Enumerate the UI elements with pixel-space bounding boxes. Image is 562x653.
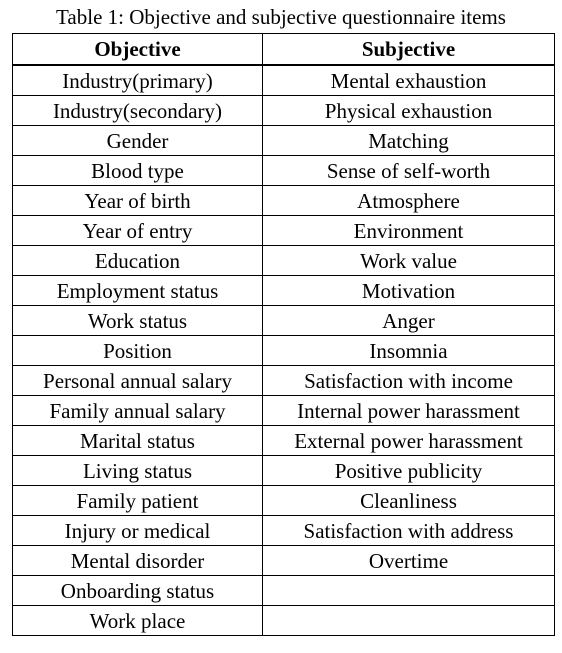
objective-cell: Mental disorder bbox=[12, 545, 263, 576]
table-row: Year of birth Atmosphere bbox=[12, 185, 555, 216]
objective-cell: Work status bbox=[12, 305, 263, 336]
subjective-cell: Work value bbox=[262, 245, 555, 276]
objective-cell: Industry(secondary) bbox=[12, 95, 263, 126]
subjective-cell: Satisfaction with address bbox=[262, 515, 555, 546]
objective-cell: Position bbox=[12, 335, 263, 366]
questionnaire-table: Objective Subjective Industry(primary) Me… bbox=[12, 33, 555, 636]
subjective-cell: Mental exhaustion bbox=[262, 64, 555, 96]
subjective-cell: Internal power harassment bbox=[262, 395, 555, 426]
table-row: Gender Matching bbox=[12, 125, 555, 156]
table-row: Family annual salary Internal power haras… bbox=[12, 395, 555, 426]
table-row: Injury or medical Satisfaction with addre… bbox=[12, 515, 555, 546]
subjective-cell bbox=[262, 575, 555, 606]
header-objective: Objective bbox=[12, 33, 263, 66]
subjective-cell bbox=[262, 605, 555, 636]
table-row: Personal annual salary Satisfaction with … bbox=[12, 365, 555, 396]
subjective-cell: Atmosphere bbox=[262, 185, 555, 216]
table-row: Marital status External power harassment bbox=[12, 425, 555, 456]
subjective-cell: Matching bbox=[262, 125, 555, 156]
table-row: Onboarding status bbox=[12, 575, 555, 606]
subjective-cell: Positive publicity bbox=[262, 455, 555, 486]
table-row: Blood type Sense of self-worth bbox=[12, 155, 555, 186]
table-row: Employment status Motivation bbox=[12, 275, 555, 306]
objective-cell: Employment status bbox=[12, 275, 263, 306]
subjective-cell: Insomnia bbox=[262, 335, 555, 366]
table-row: Family patient Cleanliness bbox=[12, 485, 555, 516]
header-subjective: Subjective bbox=[262, 33, 555, 66]
objective-cell: Living status bbox=[12, 455, 263, 486]
objective-cell: Year of birth bbox=[12, 185, 263, 216]
table-row: Work place bbox=[12, 605, 555, 636]
objective-cell: Family annual salary bbox=[12, 395, 263, 426]
objective-cell: Blood type bbox=[12, 155, 263, 186]
table-row: Industry(primary) Mental exhaustion bbox=[12, 64, 555, 96]
objective-cell: Education bbox=[12, 245, 263, 276]
table-body: Industry(primary) Mental exhaustion Indus… bbox=[12, 64, 555, 636]
subjective-cell: Environment bbox=[262, 215, 555, 246]
objective-cell: Industry(primary) bbox=[12, 64, 263, 96]
table-caption: Table 1: Objective and subjective questi… bbox=[56, 5, 506, 29]
objective-cell: Onboarding status bbox=[12, 575, 263, 606]
subjective-cell: Anger bbox=[262, 305, 555, 336]
table-row: Year of entry Environment bbox=[12, 215, 555, 246]
table-row: Living status Positive publicity bbox=[12, 455, 555, 486]
table-row: Industry(secondary) Physical exhaustion bbox=[12, 95, 555, 126]
objective-cell: Personal annual salary bbox=[12, 365, 263, 396]
subjective-cell: Overtime bbox=[262, 545, 555, 576]
table-row: Education Work value bbox=[12, 245, 555, 276]
objective-cell: Marital status bbox=[12, 425, 263, 456]
subjective-cell: Motivation bbox=[262, 275, 555, 306]
header-row: Objective Subjective bbox=[12, 33, 555, 66]
subjective-cell: Cleanliness bbox=[262, 485, 555, 516]
objective-cell: Work place bbox=[12, 605, 263, 636]
objective-cell: Injury or medical bbox=[12, 515, 263, 546]
table-row: Position Insomnia bbox=[12, 335, 555, 366]
objective-cell: Year of entry bbox=[12, 215, 263, 246]
subjective-cell: Satisfaction with income bbox=[262, 365, 555, 396]
subjective-cell: Sense of self-worth bbox=[262, 155, 555, 186]
objective-cell: Family patient bbox=[12, 485, 263, 516]
subjective-cell: External power harassment bbox=[262, 425, 555, 456]
table-row: Mental disorder Overtime bbox=[12, 545, 555, 576]
subjective-cell: Physical exhaustion bbox=[262, 95, 555, 126]
objective-cell: Gender bbox=[12, 125, 263, 156]
table-row: Work status Anger bbox=[12, 305, 555, 336]
